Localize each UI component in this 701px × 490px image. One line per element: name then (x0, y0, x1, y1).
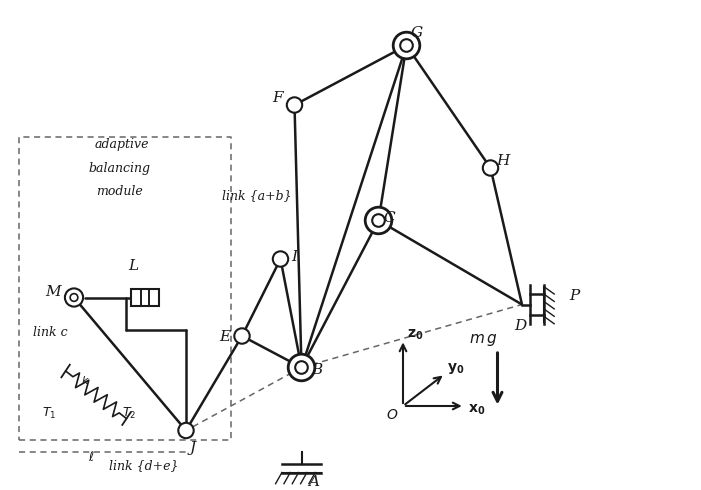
Text: J: J (189, 441, 196, 455)
Text: D: D (514, 318, 526, 333)
Circle shape (288, 354, 315, 381)
Text: M: M (45, 285, 61, 299)
Bar (130, 289, 158, 306)
Text: $T_1$: $T_1$ (43, 406, 57, 420)
Circle shape (372, 214, 385, 227)
Circle shape (178, 423, 193, 438)
Text: link {d+e}: link {d+e} (109, 459, 179, 472)
Text: B: B (311, 363, 322, 377)
Text: $O$: $O$ (386, 408, 398, 421)
Text: I: I (292, 250, 297, 264)
Text: G: G (410, 26, 423, 40)
Text: C: C (384, 211, 395, 225)
Text: F: F (273, 91, 283, 105)
Circle shape (65, 289, 83, 307)
Text: balancing: balancing (88, 162, 150, 174)
Circle shape (393, 32, 420, 59)
Circle shape (287, 98, 302, 113)
Circle shape (70, 294, 78, 301)
Text: $\mathbf{z_0}$: $\mathbf{z_0}$ (407, 327, 423, 342)
Text: $T_2$: $T_2$ (121, 406, 136, 420)
Text: $k$: $k$ (81, 373, 90, 386)
Circle shape (483, 160, 498, 176)
Text: link c: link c (34, 326, 68, 339)
Text: $\mathbf{x_0}$: $\mathbf{x_0}$ (468, 403, 486, 417)
Text: P: P (570, 289, 580, 303)
Circle shape (273, 251, 288, 267)
Text: $\ell$: $\ell$ (88, 450, 95, 464)
Text: $\mathbf{y_0}$: $\mathbf{y_0}$ (447, 361, 465, 376)
Circle shape (295, 361, 308, 374)
Circle shape (234, 328, 250, 343)
Text: L: L (128, 259, 139, 273)
Text: H: H (496, 154, 510, 168)
Text: module: module (97, 185, 143, 197)
Text: E: E (219, 330, 230, 344)
Text: link {a+b}: link {a+b} (222, 190, 292, 202)
Text: $m\,g$: $m\,g$ (470, 332, 498, 348)
Circle shape (400, 39, 413, 52)
Text: adaptive: adaptive (95, 138, 149, 151)
Text: A: A (308, 475, 319, 489)
Circle shape (365, 207, 392, 234)
